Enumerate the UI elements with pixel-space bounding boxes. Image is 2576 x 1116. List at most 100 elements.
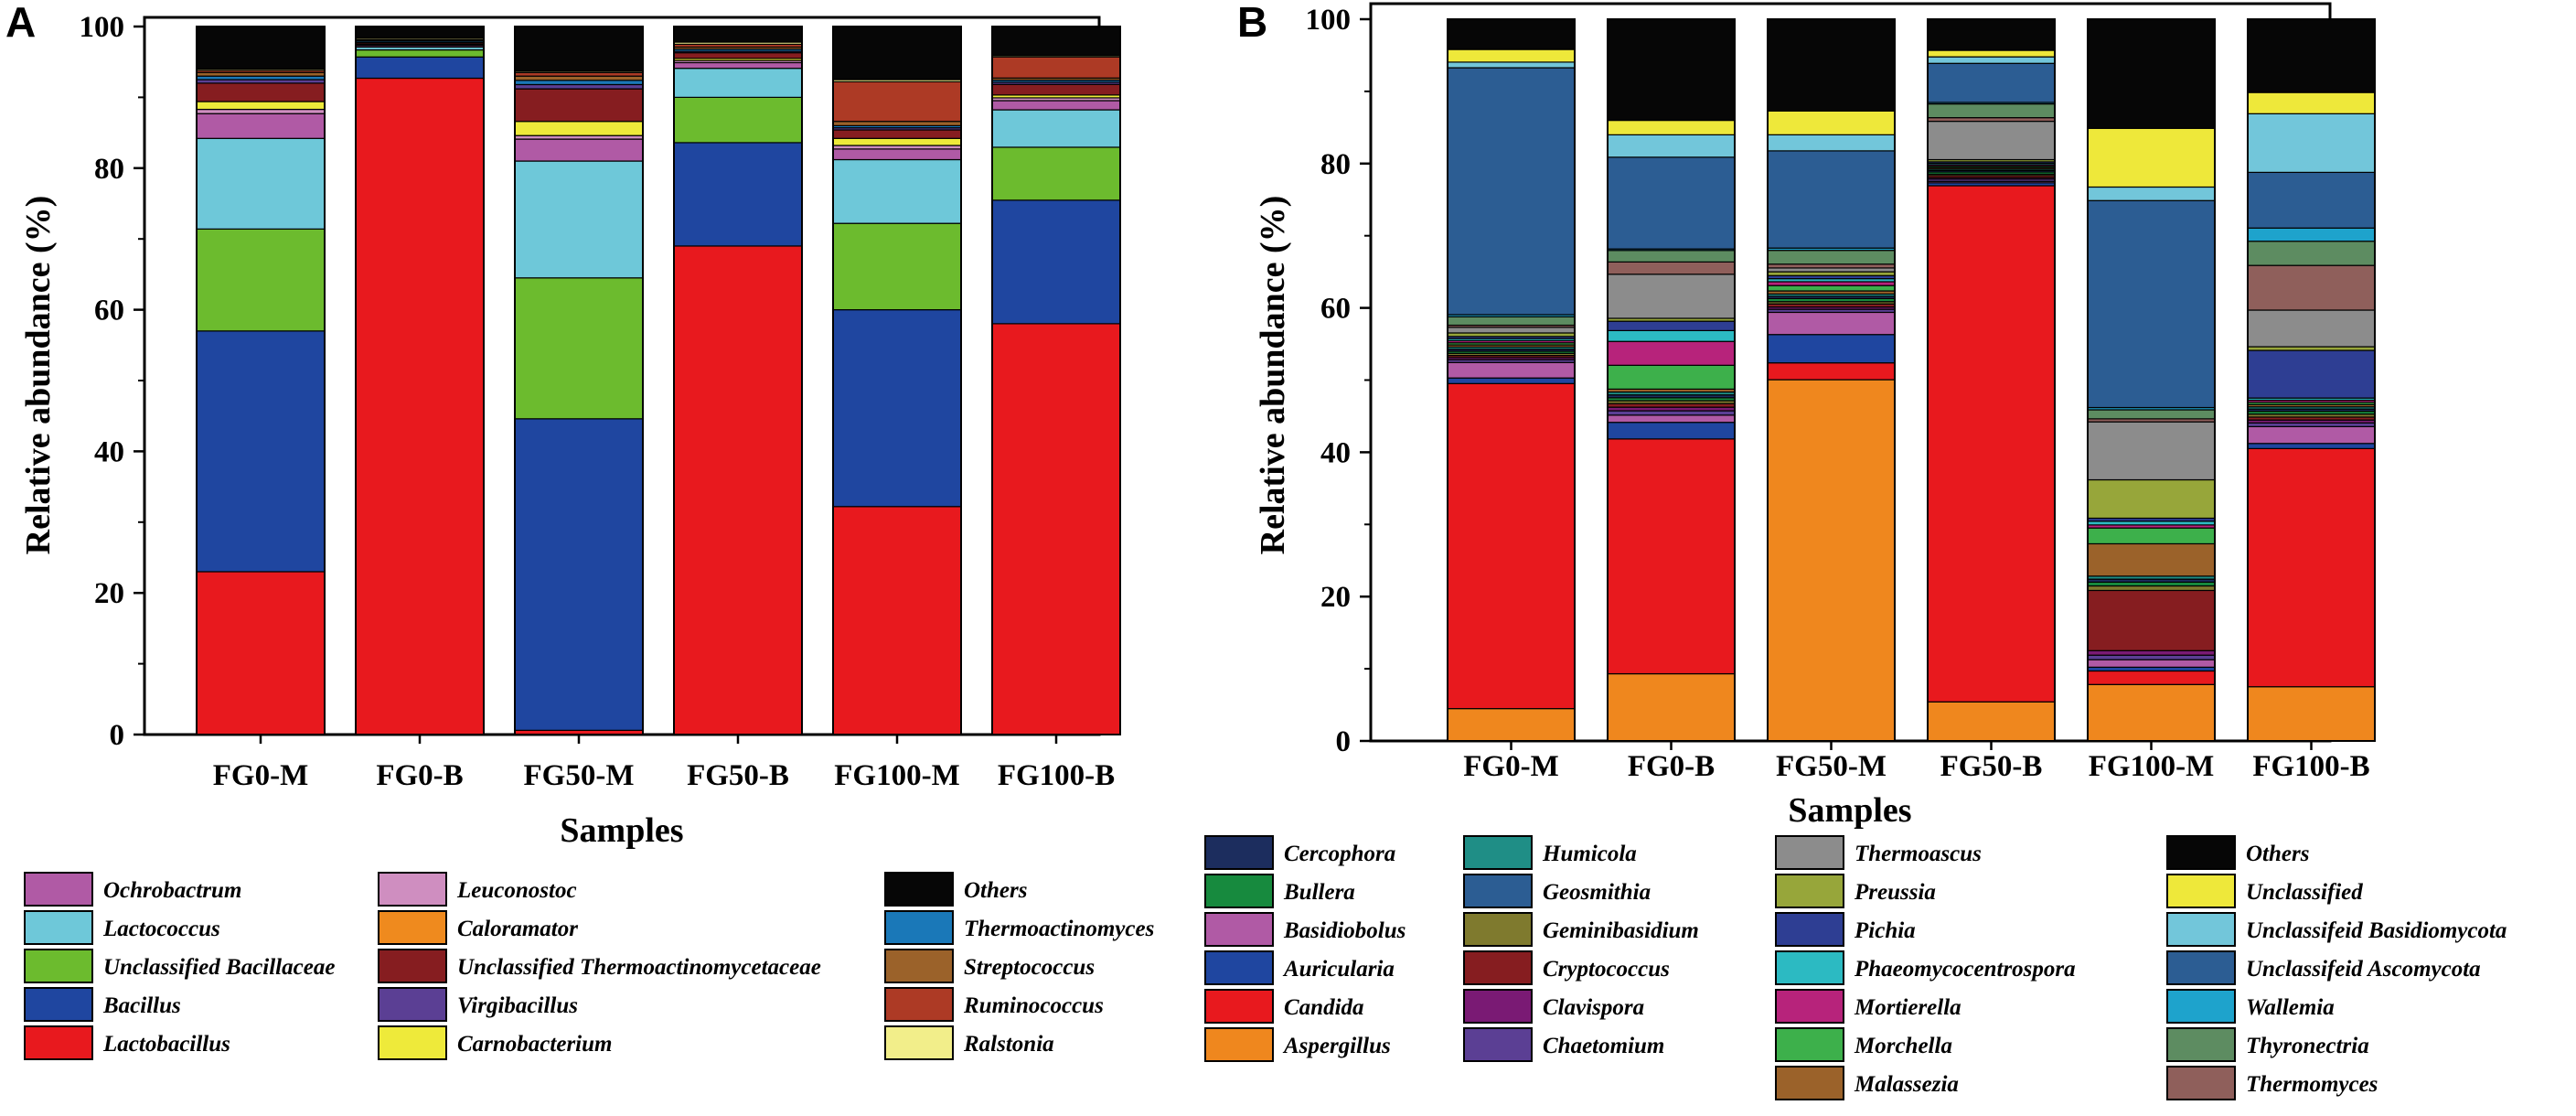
panel-b-segment-fg50-m-aspergillus <box>1767 379 1896 742</box>
panel-a-legend-item-ralstonia: Ralstonia <box>884 1025 1054 1060</box>
panel-a-segment-fg0-m-carnobacterium <box>196 101 326 111</box>
panel-a-segment-fg50-m-bacillus <box>514 418 644 731</box>
panel-a-legend-item-others: Others <box>884 872 1027 907</box>
panel-a-legend-item-lactococcus: Lactococcus <box>24 910 220 945</box>
panel-a-legend-label-ruminococcus: Ruminococcus <box>963 993 1104 1018</box>
panel-b-segment-fg0-b-phaeomycocentrospora <box>1607 329 1736 342</box>
panel-b-segment-fg100-b-thyronectria <box>2247 241 2376 266</box>
panel-b-segment-fg50-b-aspergillus <box>1927 701 2056 742</box>
panel-a-legend-item-leuconostoc: Leuconostoc <box>378 872 577 907</box>
panel-b-segment-fg0-b-candida <box>1607 438 1736 675</box>
panel-b-legend-item-bullera: Bullera <box>1204 874 1355 908</box>
panel-b-legend-item-geminibasidium: Geminibasidium <box>1463 912 1699 947</box>
panel-a-segment-fg100-m-ochrobactrum <box>832 148 962 161</box>
panel-b-legend-swatch-morchella <box>1775 1027 1844 1062</box>
panel-b-segment-fg50-m-unclassifeid-ascomycota <box>1767 150 1896 249</box>
panel-a-segment-fg100-b-unclassified-bacillaceae <box>991 146 1121 201</box>
panel-b-legend-item-humicola: Humicola <box>1463 835 1637 870</box>
panel-b-segment-fg100-m-cryptococcus <box>2087 589 2216 651</box>
panel-a-segment-fg100-m-bacillus <box>832 309 962 508</box>
panel-b-legend-swatch-auricularia <box>1204 950 1274 985</box>
panel-b-x-tick-label-fg100-m: FG100-M <box>2089 750 2214 783</box>
panel-b-legend-label-malassezia: Malassezia <box>1854 1072 1959 1097</box>
panel-b-segment-fg0-m-others <box>1447 18 1576 50</box>
panel-b-bar-fg100-b <box>2247 18 2376 742</box>
panel-b-x-tick-label-fg0-m: FG0-M <box>1463 750 1558 783</box>
panel-a-y-tick-label-40: 40 <box>94 435 124 468</box>
panel-a-legend-swatch-ruminococcus <box>884 987 954 1022</box>
panel-b-legend-label-thermoascus: Thermoascus <box>1855 842 1982 866</box>
panel-a-legend-label-ochrobactrum: Ochrobactrum <box>103 878 241 903</box>
panel-b-segment-fg50-b-candida <box>1927 185 2056 703</box>
panel-b-segment-fg100-b-pichia <box>2247 349 2376 399</box>
panel-b-bars <box>1447 18 2376 742</box>
panel-a-legend-label-unclassified-thermoactinomycetaceae: Unclassified Thermoactinomycetaceae <box>457 955 821 980</box>
panel-a-legend-swatch-lactobacillus <box>24 1025 93 1060</box>
panel-b-bar-fg50-b <box>1927 18 2056 742</box>
panel-b-segment-fg0-b-mortierella <box>1607 340 1736 366</box>
panel-b-segment-fg100-b-others <box>2247 18 2376 93</box>
panel-b-legend-item-others: Others <box>2166 835 2309 870</box>
panel-a-y-tick-label-100: 100 <box>80 11 125 44</box>
panel-b-x-tick-label-fg0-b: FG0-B <box>1628 750 1715 783</box>
panel-a-segment-fg100-m-lactococcus <box>832 158 962 224</box>
panel-a-legend-swatch-streptococcus <box>884 949 954 983</box>
panel-a-x-tick-label-fg100-m: FG100-M <box>834 759 959 792</box>
panel-b-segment-fg100-b-unclassifeid-basidiomycota <box>2247 113 2376 174</box>
panel-a-legend-label-caloramator: Caloramator <box>457 917 578 941</box>
panel-a-segment-fg0-b-unclassified-bacillaceae <box>355 48 485 58</box>
panel-b-legend-item-cryptococcus: Cryptococcus <box>1463 950 1670 985</box>
panel-b-legend-swatch-thermoascus <box>1775 835 1844 870</box>
panel-b-legend-label-bullera: Bullera <box>1283 880 1355 905</box>
panel-a-segment-fg50-m-carnobacterium <box>514 121 644 136</box>
panel-b-segment-fg100-b-thermoascus <box>2247 309 2376 348</box>
panel-a-legend-label-virgibacillus: Virgibacillus <box>457 993 578 1018</box>
panel-a-segment-fg50-m-others <box>514 26 644 72</box>
panel-b-segment-fg100-m-auricularia <box>2087 666 2216 672</box>
panel-b-x-tick-label-fg100-b: FG100-B <box>2252 750 2369 783</box>
panel-b-segment-fg0-b-pichia <box>1607 320 1736 332</box>
panel-b-segment-fg50-b-unclassified <box>1927 49 2056 58</box>
panel-b-segment-fg0-b-thermoascus <box>1607 274 1736 319</box>
panel-b-segment-fg0-m-aspergillus <box>1447 708 1576 742</box>
panel-a-legend-item-ruminococcus: Ruminococcus <box>884 987 1104 1022</box>
panel-a-segment-fg50-b-lactococcus <box>673 68 803 98</box>
panel-a-bar-fg0-b <box>355 26 485 735</box>
panel-a-segment-fg50-m-streptococcus <box>514 75 644 81</box>
panel-b-segment-fg0-m-unclassifeid-basidiomycota <box>1447 61 1576 69</box>
panel-a-segment-fg50-b-others <box>673 26 803 43</box>
panel-a-x-tick-label-fg50-m: FG50-M <box>524 759 635 792</box>
panel-b-x-tick-label-fg50-b: FG50-B <box>1940 750 2043 783</box>
panel-a-segment-fg100-m-lactobacillus <box>832 506 962 735</box>
panel-b-segment-fg100-m-chaetomium <box>2087 654 2216 660</box>
panel-b-legend-item-cercophora: Cercophora <box>1204 835 1395 870</box>
panel-b-segment-fg50-b-unclassifeid-ascomycota <box>1927 62 2056 103</box>
panel-b-x-tick-label-fg50-m: FG50-M <box>1776 750 1887 783</box>
panel-b-segment-fg0-b-unclassifeid-ascomycota <box>1607 156 1736 250</box>
panel-b-legend-swatch-preussia <box>1775 874 1844 908</box>
panel-b-legend-swatch-aspergillus <box>1204 1027 1274 1062</box>
panel-a-y-tick-label-80: 80 <box>94 153 124 186</box>
panel-b-segment-fg50-b-others <box>1927 18 2056 51</box>
panel-b-legend-label-mortierella: Mortierella <box>1854 995 1961 1020</box>
panel-b-legend-item-morchella: Morchella <box>1775 1027 1952 1062</box>
panel-b-segment-fg50-m-others <box>1767 18 1896 113</box>
panel-b-legend-swatch-unclassified <box>2166 874 2236 908</box>
panel-b-segment-fg0-m-thyronectria <box>1447 316 1576 327</box>
panel-b-legend-label-basidiobolus: Basidiobolus <box>1283 918 1406 943</box>
panel-a-segment-fg0-m-unclassified-bacillaceae <box>196 228 326 332</box>
panel-a-segment-fg100-b-others <box>991 26 1121 57</box>
panel-b-legend-swatch-pichia <box>1775 912 1844 947</box>
panel-b-segment-fg100-b-candida <box>2247 447 2376 688</box>
panel-b-segment-fg0-b-auricularia <box>1607 422 1736 440</box>
panel-b-legend-item-mortierella: Mortierella <box>1775 989 1961 1024</box>
panel-a-legend-label-thermoactinomyces: Thermoactinomyces <box>964 917 1154 941</box>
panel-b-segment-fg100-m-unclassifeid-basidiomycota <box>2087 186 2216 201</box>
panel-b-segment-fg100-b-preussia <box>2247 346 2376 351</box>
panel-b-legend-label-unclassifeid-basidiomycota: Unclassifeid Basidiomycota <box>2246 918 2507 943</box>
panel-a-segment-fg0-m-leuconostoc <box>196 108 326 114</box>
panel-a-segment-fg100-b-ruminococcus <box>991 56 1121 79</box>
panel-a-segment-fg0-m-lactobacillus <box>196 571 326 735</box>
panel-a-segment-fg100-m-others <box>832 26 962 80</box>
